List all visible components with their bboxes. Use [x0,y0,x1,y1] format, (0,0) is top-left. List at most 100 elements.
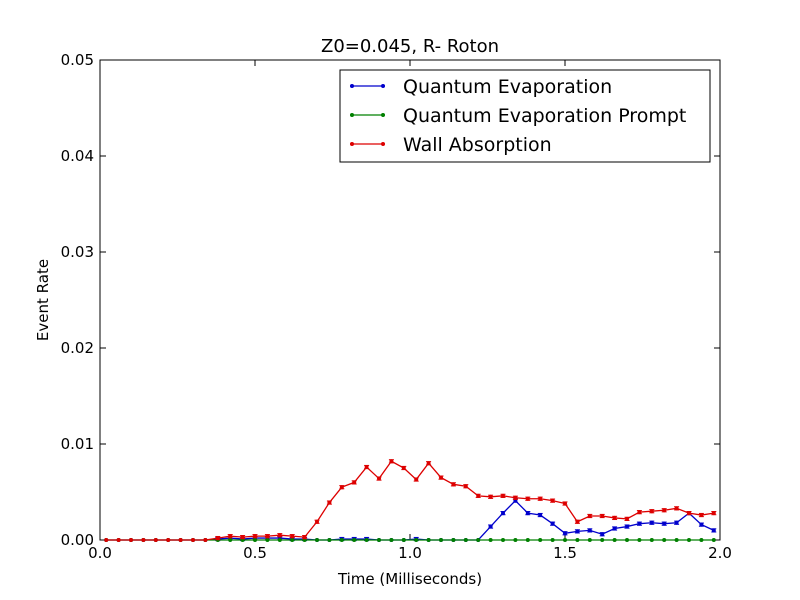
data-point [674,506,679,511]
data-point [228,534,233,539]
data-point [116,538,121,542]
data-point [327,538,332,542]
data-point [649,538,654,542]
y-tick-label: 0.04 [61,147,94,165]
legend: Quantum Evaporation Quantum Evaporation P… [339,69,711,163]
data-point [612,526,617,531]
data-point [451,538,456,542]
data-point [265,534,270,539]
data-point [674,538,679,542]
data-point [711,528,716,533]
data-point [699,538,704,542]
data-point [228,538,233,542]
data-point [501,493,505,498]
data-point [662,508,667,513]
data-point [575,538,580,542]
data-point [550,498,555,503]
data-point [625,538,629,542]
data-point [488,494,493,499]
series-line [106,460,714,541]
data-point [600,532,605,537]
data-point [488,538,493,542]
data-point [389,538,394,542]
legend-label: Wall Absorption [403,134,552,156]
data-point [649,509,654,514]
y-tick-label: 0.02 [61,339,94,357]
data-point [662,521,667,526]
data-point [625,516,629,521]
data-point [277,538,282,542]
data-point [302,535,307,540]
data-point [612,515,617,520]
data-point [290,538,295,542]
legend-marker [381,84,385,88]
data-point [587,538,592,542]
y-tick-label: 0.05 [61,51,94,69]
data-point [699,513,704,518]
data-point [476,538,481,542]
data-point [129,538,133,542]
data-point [600,538,605,542]
data-point [488,524,493,529]
data-point [563,538,567,542]
data-point [327,500,332,505]
data-point [501,538,505,542]
data-point [414,477,419,482]
data-point [401,466,406,470]
x-tick-label: 2.0 [708,544,732,562]
data-point [687,511,691,516]
data-point [166,538,171,542]
data-point [563,501,567,506]
x-axis-label: Time (Milliseconds) [337,570,482,588]
data-point [153,538,158,542]
data-point [637,510,642,515]
y-tick-label: 0.03 [61,243,94,261]
x-tick-label: 0.0 [88,544,112,562]
series-3 [104,459,717,542]
data-point [550,521,555,526]
data-point [538,513,543,518]
data-point [476,493,481,498]
data-point [525,511,530,516]
data-point [377,538,381,542]
legend-marker [350,84,354,88]
legend-marker [350,113,354,117]
data-point [587,528,592,533]
data-point [203,538,208,542]
series-layer [104,459,717,542]
data-point [575,519,580,524]
data-point [587,514,592,518]
legend-marker [381,113,385,117]
legend-marker [381,142,385,146]
data-point [625,524,629,529]
y-tick-label: 0.01 [61,435,94,453]
y-axis-label: Event Rate [34,259,52,341]
data-point [687,538,691,542]
data-point [711,511,716,516]
data-point [538,538,543,542]
data-point [277,533,282,538]
data-point [513,538,518,542]
data-point [141,538,146,542]
data-point [414,538,419,542]
data-point [401,538,406,542]
y-tick-label: 0.00 [61,531,94,549]
data-point [389,459,394,464]
data-point [315,519,319,524]
plot-area: 0.0 0.5 1.0 1.5 2.0 0.00 0.01 0.02 0.03 0.04 0.05 [61,51,732,562]
data-point [439,538,443,542]
legend-marker [350,142,354,146]
data-point [339,485,344,490]
data-point [215,536,220,541]
data-point [290,534,295,539]
x-tick-label: 1.5 [553,544,577,562]
data-point [674,520,679,525]
data-point [699,522,704,527]
data-point [191,538,195,542]
data-point [463,484,468,489]
data-point [426,538,431,542]
data-point [612,538,617,542]
data-point [426,461,431,466]
axis-ticks: 0.0 0.5 1.0 1.5 2.0 0.00 0.01 0.02 0.03 0.04 0.05 [61,51,732,562]
